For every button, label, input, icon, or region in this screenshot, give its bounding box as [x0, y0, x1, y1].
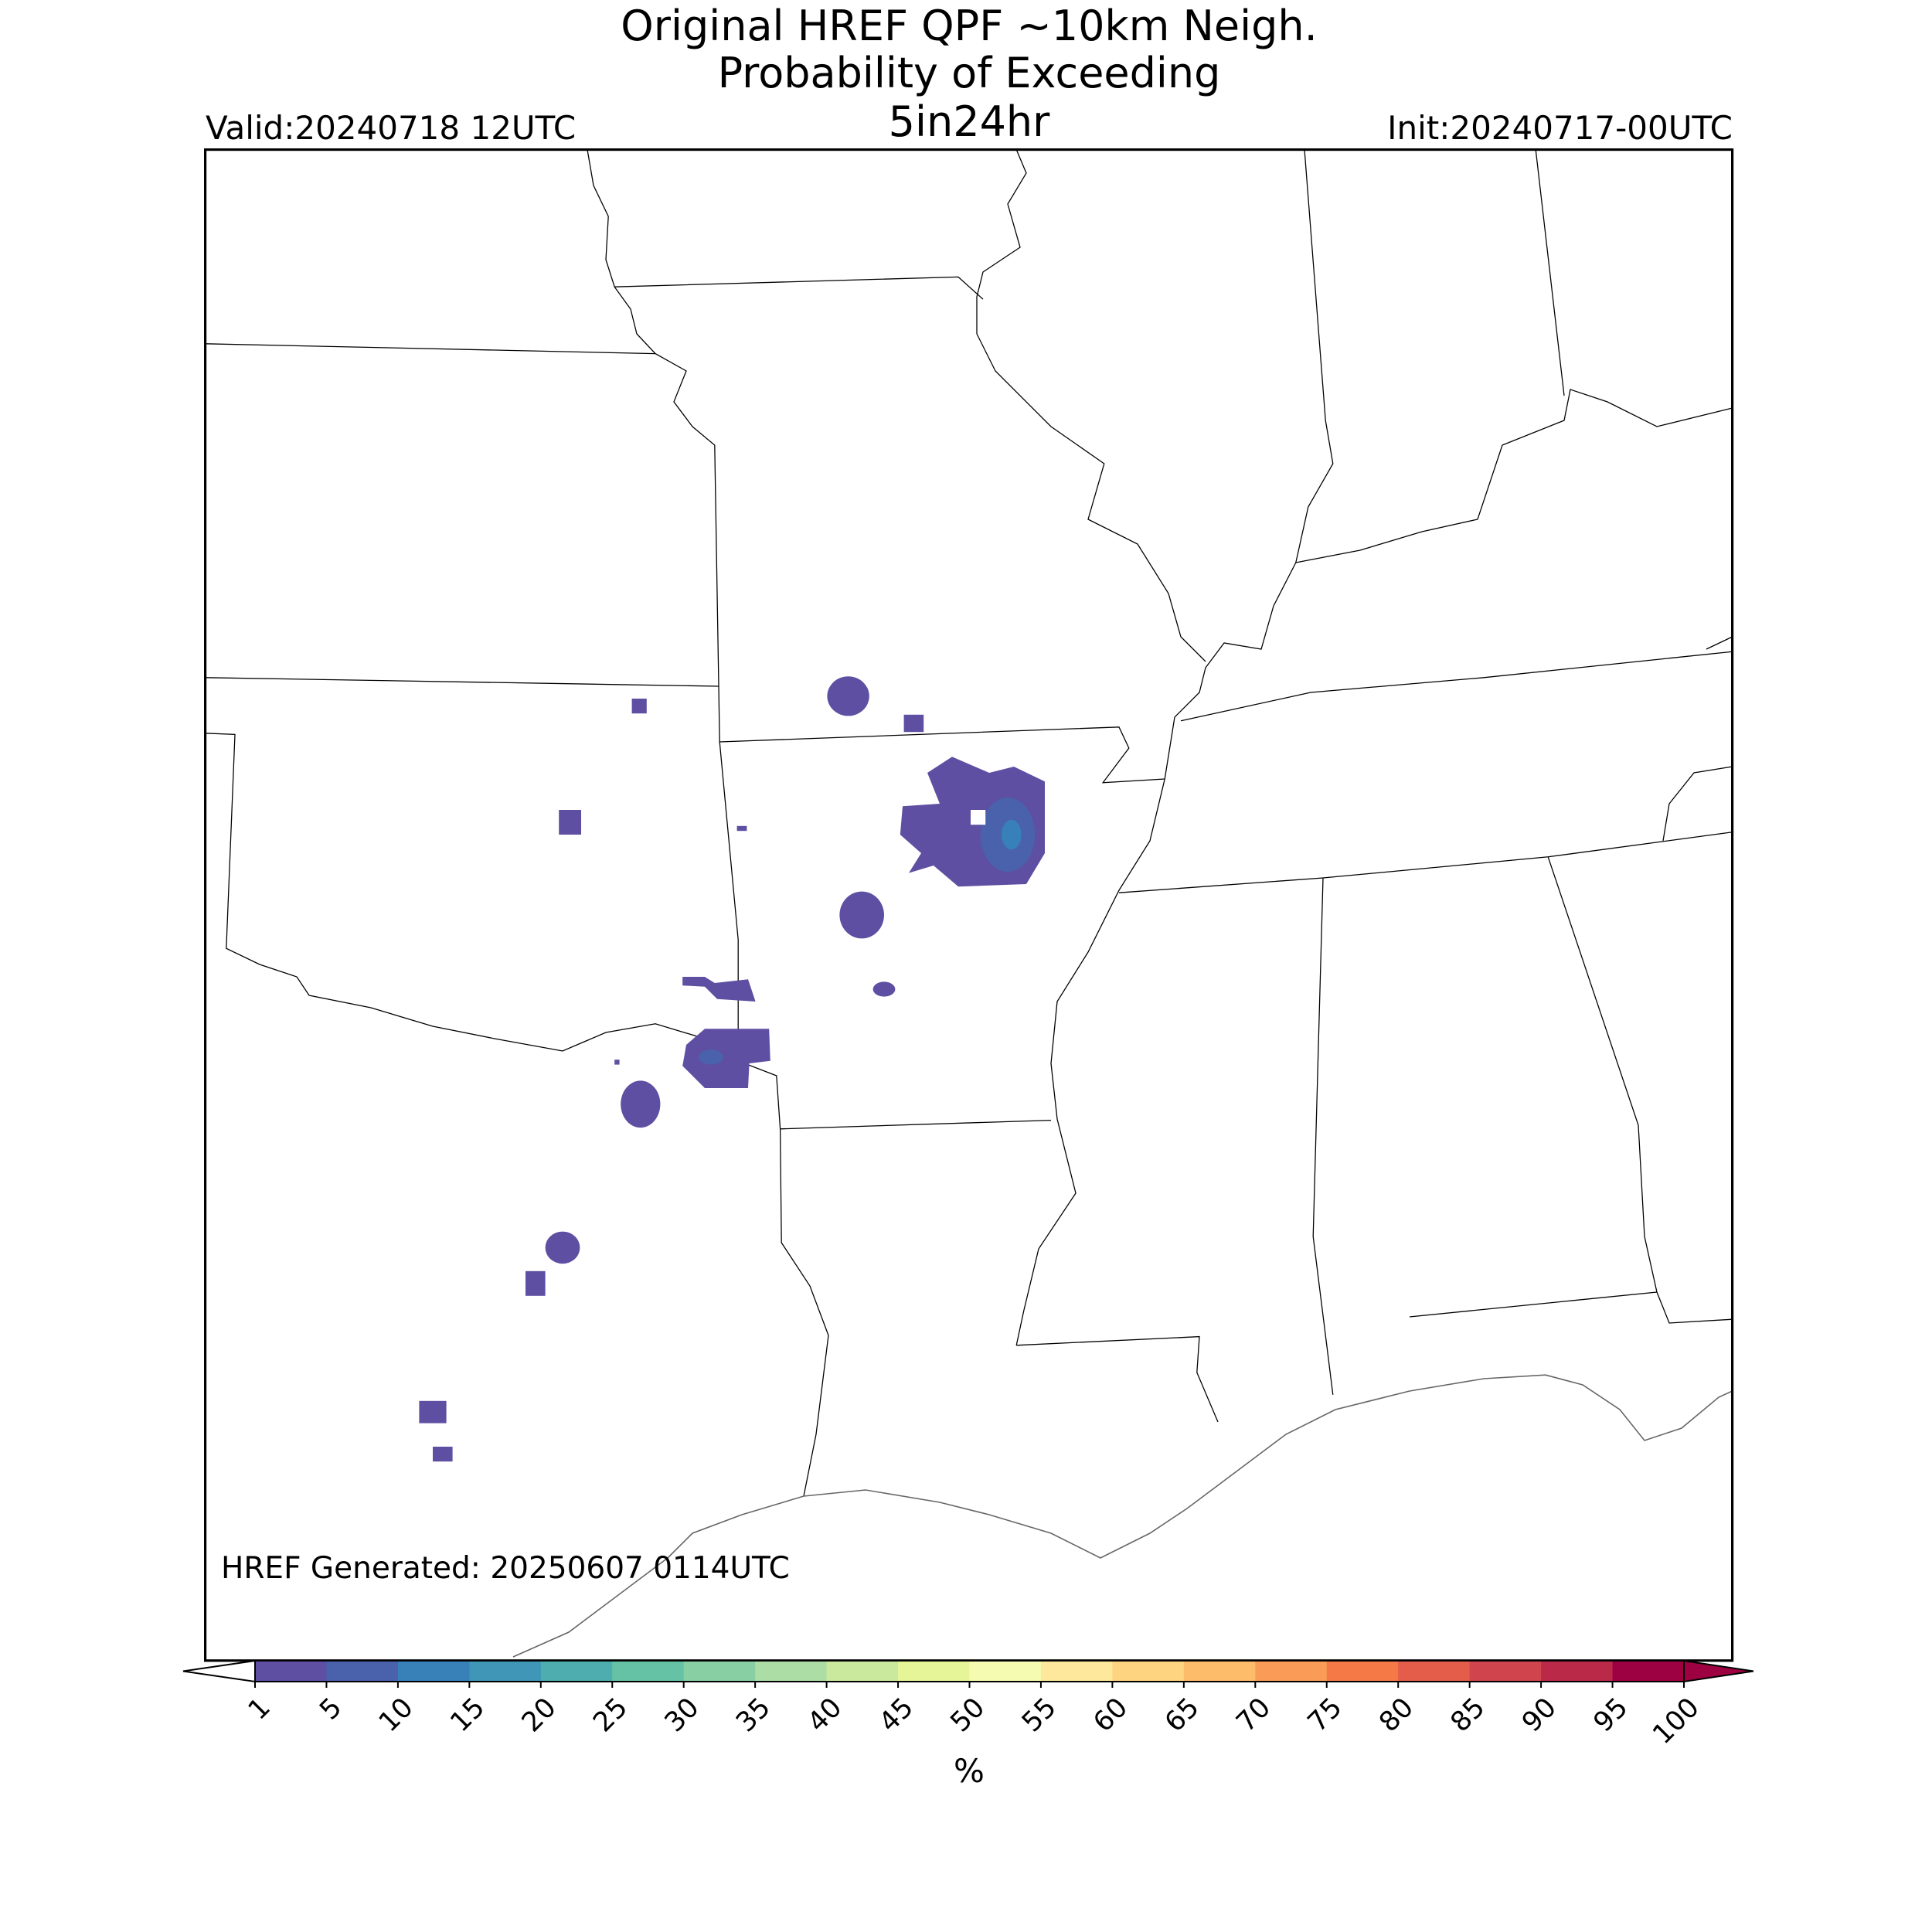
valid-time: Valid:20240718 12UTC [206, 109, 576, 147]
state-borders [205, 149, 1733, 1497]
colorbar-segment [1183, 1661, 1256, 1682]
colorbar-segment [612, 1661, 685, 1682]
title-line: 5in24hr [889, 97, 1051, 146]
init-time: Init:20240717-00UTC [1387, 109, 1733, 147]
colorbar-segment [1541, 1661, 1614, 1682]
colorbar-segment [1255, 1661, 1328, 1682]
colorbar-segment [540, 1661, 613, 1682]
generated-note: HREF Generated: 20250607 0114UTC [221, 1551, 790, 1586]
colorbar-segment [1040, 1661, 1113, 1682]
colorbar-segment [1398, 1661, 1471, 1682]
title-line: Probability of Exceeding [718, 49, 1221, 97]
colorbar-segment [397, 1661, 470, 1682]
colorbar-segment [326, 1661, 399, 1682]
colorbar-segment [969, 1661, 1042, 1682]
colorbar-segment [755, 1661, 828, 1682]
colorbar-segment [1612, 1661, 1685, 1682]
map [204, 148, 1734, 1662]
colorbar-segment [826, 1661, 899, 1682]
colorbar-segment [1469, 1661, 1542, 1682]
colorbar-segment [898, 1661, 970, 1682]
title-line: Original HREF QPF ~10km Neigh. [621, 2, 1318, 50]
colorbar-segment [1112, 1661, 1185, 1682]
colorbar-label: % [954, 1752, 985, 1790]
coastline [512, 1374, 1733, 1658]
colorbar-segment [1326, 1661, 1399, 1682]
colorbar-segment [255, 1661, 327, 1682]
probability-areas [419, 676, 1045, 1462]
colorbar-segment [469, 1661, 542, 1682]
colorbar-segment [683, 1661, 756, 1682]
